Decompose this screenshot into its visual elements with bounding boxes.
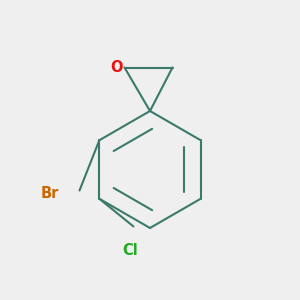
Text: Cl: Cl [123, 243, 138, 258]
Text: O: O [110, 60, 123, 75]
Text: Br: Br [40, 186, 58, 201]
